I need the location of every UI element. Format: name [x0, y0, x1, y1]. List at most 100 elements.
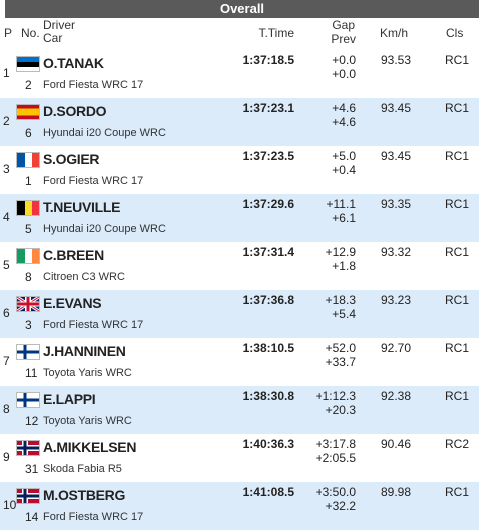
gap: +0.0	[332, 53, 356, 67]
gap: +52.0	[325, 341, 356, 355]
car-number: 31	[25, 462, 39, 476]
result-row: 8 E.LAPPI 12 Toyota Yaris WRC 1:38:30.8 +1:12…	[0, 386, 479, 434]
gap: +3:17.8	[315, 437, 356, 451]
result-row: 7 J.HANNINEN 11 Toyota Yaris WRC 1:38:10.5 +5…	[0, 338, 479, 386]
flag	[16, 392, 40, 408]
car-model: Skoda Fabia R5	[43, 463, 122, 475]
driver-name: O.TANAK	[43, 55, 104, 71]
position: 4	[3, 210, 10, 224]
car-number: 12	[25, 414, 39, 428]
total-time: 1:37:23.1	[242, 101, 294, 115]
class: RC1	[445, 389, 470, 403]
prev: +6.1	[332, 211, 356, 225]
car-model: Hyundai i20 Coupe WRC	[43, 127, 166, 139]
car-model: Toyota Yaris WRC	[43, 415, 132, 427]
driver-name: E.LAPPI	[43, 391, 96, 407]
car-model: Hyundai i20 Coupe WRC	[43, 223, 166, 235]
col-kmh: Km/h	[380, 26, 409, 40]
total-time: 1:37:23.5	[242, 149, 294, 163]
result-row: 4 T.NEUVILLE 5 Hyundai i20 Coupe WRC 1:37:29…	[0, 194, 479, 242]
position: 2	[3, 114, 10, 128]
col-gap: Gap	[332, 18, 355, 32]
car-number: 3	[25, 318, 32, 332]
driver-name: D.SORDO	[43, 103, 107, 119]
gap: +4.6	[332, 101, 356, 115]
car-model: Ford Fiesta WRC 17	[43, 511, 144, 523]
position: 1	[3, 66, 10, 80]
speed: 92.38	[381, 389, 412, 403]
car-number: 11	[25, 366, 38, 380]
col-no: No.	[21, 26, 40, 40]
speed: 93.53	[381, 53, 412, 67]
gap: +18.3	[325, 293, 356, 307]
class: RC1	[445, 197, 470, 211]
car-number: 2	[25, 78, 32, 92]
class: RC2	[445, 437, 470, 451]
driver-name: A.MIKKELSEN	[43, 439, 137, 455]
position: 8	[3, 402, 10, 416]
col-car: Car	[43, 31, 63, 45]
driver-name: J.HANNINEN	[43, 343, 126, 359]
result-row: 10 M.OSTBERG 14 Ford Fiesta WRC 17 1:41:08.5…	[0, 482, 479, 530]
flag	[16, 344, 40, 360]
driver-name: M.OSTBERG	[43, 487, 126, 503]
driver-name: C.BREEN	[43, 247, 104, 263]
flag	[16, 488, 40, 504]
col-prev: Prev	[331, 32, 356, 46]
prev: +33.7	[325, 355, 356, 369]
speed: 89.98	[381, 485, 412, 499]
flag	[16, 56, 40, 72]
car-number: 14	[25, 510, 39, 524]
class: RC1	[445, 149, 470, 163]
car-model: Ford Fiesta WRC 17	[43, 175, 144, 187]
prev: +32.2	[325, 499, 356, 513]
gap: +1:12.3	[315, 389, 356, 403]
result-row: 2 D.SORDO 6 Hyundai i20 Coupe WRC 1:37:23.1 +…	[0, 98, 479, 146]
position: 5	[3, 258, 10, 272]
result-row: 9 A.MIKKELSEN 31 Skoda Fabia R5 1:40:36.3 +3:…	[0, 434, 479, 482]
total-time: 1:38:30.8	[242, 389, 294, 403]
section-title: Overall	[5, 0, 479, 18]
gap: +12.9	[325, 245, 356, 259]
prev: +4.6	[332, 115, 356, 129]
car-model: Ford Fiesta WRC 17	[43, 79, 144, 91]
car-number: 6	[25, 126, 32, 140]
col-time: T.Time	[258, 26, 294, 40]
class: RC1	[445, 485, 470, 499]
car-number: 8	[25, 270, 32, 284]
driver-name: T.NEUVILLE	[43, 199, 121, 215]
result-row: 1 O.TANAK 2 Ford Fiesta WRC 17 1:37:18.5 +0.0…	[0, 50, 479, 98]
total-time: 1:37:29.6	[242, 197, 294, 211]
speed: 93.32	[381, 245, 412, 259]
class: RC1	[445, 101, 470, 115]
driver-name: E.EVANS	[43, 295, 102, 311]
gap: +3:50.0	[315, 485, 356, 499]
flag	[16, 248, 40, 264]
position: 3	[3, 162, 10, 176]
flag	[16, 200, 40, 216]
position: 9	[3, 450, 10, 464]
position: 6	[3, 306, 10, 320]
total-time: 1:37:36.8	[242, 293, 294, 307]
speed: 93.35	[381, 197, 412, 211]
class: RC1	[445, 245, 470, 259]
total-time: 1:37:18.5	[242, 53, 294, 67]
driver-name: S.OGIER	[43, 151, 100, 167]
class: RC1	[445, 53, 470, 67]
prev: +5.4	[332, 307, 356, 321]
car-model: Ford Fiesta WRC 17	[43, 319, 144, 331]
position: 10	[3, 498, 17, 512]
speed: 93.45	[381, 149, 412, 163]
speed: 90.46	[381, 437, 412, 451]
col-p: P	[4, 26, 13, 40]
car-model: Toyota Yaris WRC	[43, 367, 132, 379]
flag	[16, 152, 40, 168]
car-number: 5	[25, 222, 32, 236]
col-cls: Cls	[446, 26, 464, 40]
total-time: 1:40:36.3	[242, 437, 294, 451]
speed: 93.45	[381, 101, 412, 115]
flag	[16, 104, 40, 120]
position: 7	[3, 354, 10, 368]
gap: +5.0	[332, 149, 356, 163]
